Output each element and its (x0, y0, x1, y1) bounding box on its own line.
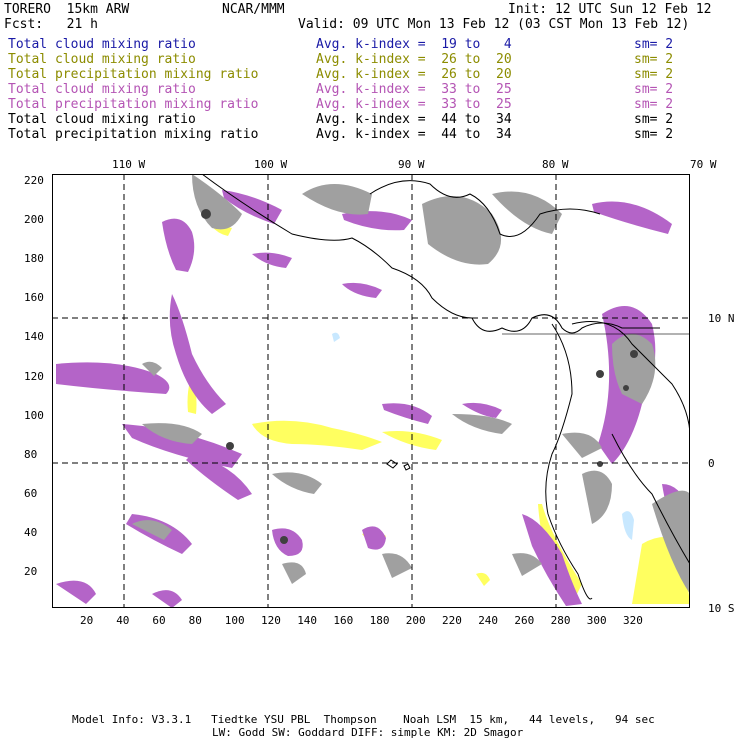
lon-label: 100 W (254, 158, 288, 171)
x-tick-label: 40 (116, 614, 130, 627)
x-tick-label: 20 (80, 614, 94, 627)
legend-field: Total cloud mixing ratio (8, 112, 196, 127)
x-tick-label: 80 (188, 614, 202, 627)
x-tick-label: 160 (333, 614, 354, 627)
x-tick-label: 140 (297, 614, 318, 627)
x-tick-label: 280 (550, 614, 571, 627)
x-tick-label: 320 (623, 614, 643, 627)
y-tick-label: 20 (24, 565, 38, 578)
y-tick-label: 40 (24, 525, 38, 539)
x-tick-label: 300 (586, 614, 607, 627)
lon-label: 110 W (112, 158, 146, 171)
y-tick-label: 120 (24, 369, 44, 383)
legend-smoothing: sm= 2 (634, 37, 674, 52)
legend-smoothing: sm= 2 (634, 67, 674, 82)
legend-field: Total precipitation mixing ratio (8, 97, 259, 112)
model-title: TORERO 15km ARW (4, 2, 130, 17)
init-time: Init: 12 UTC Sun 12 Feb 12 (508, 2, 712, 17)
x-tick-label: 240 (478, 614, 499, 627)
legend-kindex: Avg. k-index = 33 to 25 (316, 97, 512, 112)
legend-smoothing: sm= 2 (634, 52, 674, 67)
model-info: Model Info: V3.3.1 Tiedtke YSU PBL Thomp… (72, 713, 655, 726)
lat-label: 0 (708, 457, 715, 470)
map-plot (52, 174, 690, 608)
lat-label: 10 S (708, 602, 735, 615)
x-tick-label: 100 (224, 614, 245, 627)
y-tick-label: 60 (24, 486, 38, 500)
x-tick-label: 180 (369, 614, 390, 627)
legend-kindex: Avg. k-index = 26 to 20 (316, 52, 512, 67)
legend-kindex: Avg. k-index = 26 to 20 (316, 67, 512, 82)
lat-label: 10 N (708, 312, 735, 325)
legend-field: Total cloud mixing ratio (8, 52, 196, 67)
legend-field: Total precipitation mixing ratio (8, 67, 259, 82)
legend-field: Total cloud mixing ratio (8, 37, 196, 52)
gray-field-shapes (132, 174, 690, 594)
x-tick-label: 120 (261, 614, 281, 627)
coastline (201, 174, 690, 600)
valid-time: Valid: 09 UTC Mon 13 Feb 12 (03 CST Mon … (298, 17, 690, 32)
legend-kindex: Avg. k-index = 44 to 34 (316, 112, 512, 127)
purple-field-shapes (56, 190, 690, 608)
y-tick-label: 200 (24, 213, 44, 227)
y-tick-label: 160 (24, 291, 44, 305)
x-tick-label: 60 (152, 614, 166, 627)
legend-smoothing: sm= 2 (634, 82, 674, 97)
lon-label: 90 W (398, 158, 425, 171)
legend-smoothing: sm= 2 (634, 127, 674, 142)
y-tick-label: 140 (24, 330, 44, 344)
lon-label: 80 W (542, 158, 569, 171)
y-tick-label: 180 (24, 252, 44, 266)
legend-kindex: Avg. k-index = 44 to 34 (316, 127, 512, 142)
legend-kindex: Avg. k-index = 19 to 4 (316, 37, 512, 52)
legend-field: Total cloud mixing ratio (8, 82, 196, 97)
physics-info: LW: Godd SW: Goddard DIFF: simple KM: 2D… (212, 726, 524, 739)
y-tick-label: 100 (24, 408, 44, 422)
y-tick-label: 80 (24, 447, 38, 461)
x-tick-label: 260 (514, 614, 535, 627)
lon-label: 70 W (690, 158, 717, 171)
lat-lon-grid (52, 174, 690, 608)
legend-field: Total precipitation mixing ratio (8, 127, 259, 142)
y-tick-label: 220 (24, 174, 44, 187)
dark-core-shapes (201, 209, 638, 544)
legend-kindex: Avg. k-index = 33 to 25 (316, 82, 512, 97)
map-frame (52, 174, 690, 608)
center-label: NCAR/MMM (222, 2, 285, 17)
x-tick-label: 220 (442, 614, 462, 627)
legend-smoothing: sm= 2 (634, 112, 674, 127)
legend-smoothing: sm= 2 (634, 97, 674, 112)
x-tick-label: 200 (405, 614, 426, 627)
forecast-hour: Fcst: 21 h (4, 17, 98, 32)
